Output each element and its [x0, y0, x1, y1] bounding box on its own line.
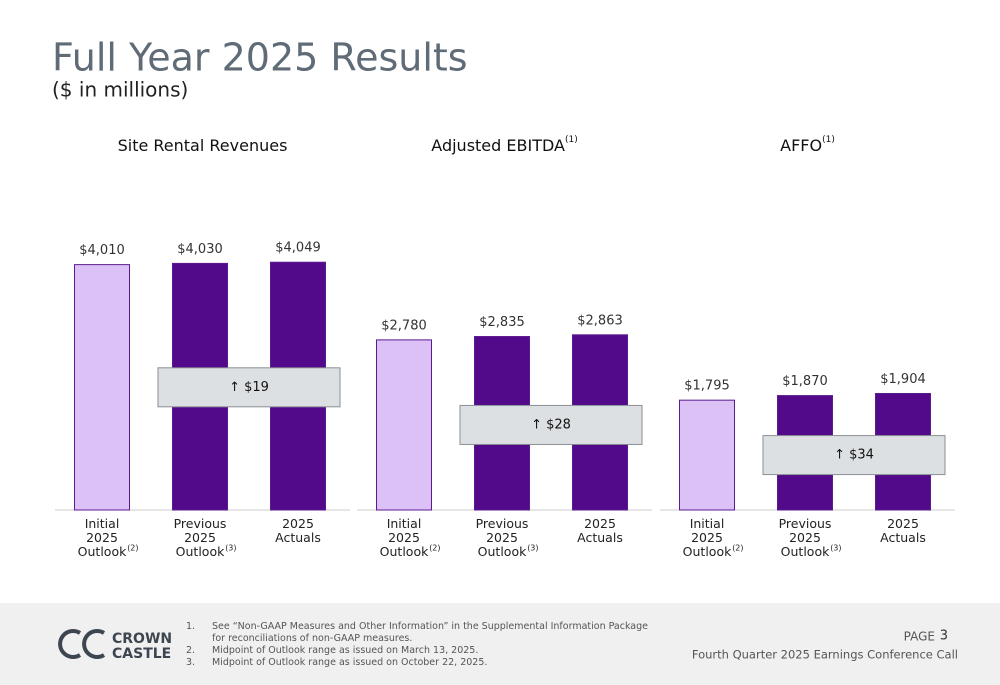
logo-icon [58, 629, 106, 659]
value-label: $2,780 [381, 318, 427, 333]
value-label: $4,010 [79, 243, 125, 258]
category-note: (2) [127, 544, 138, 553]
value-label: $1,870 [782, 374, 828, 389]
chart-title: AFFO(1) [780, 135, 835, 155]
change-box [762, 435, 946, 476]
logo-text: CASTLE [112, 646, 171, 662]
category-label: Previous 2025 Outlook [779, 516, 832, 559]
footnote-marker: 1. [186, 621, 196, 632]
footnote-marker: 3. [186, 657, 196, 668]
category-label: Initial 2025 Outlook [78, 516, 127, 559]
category-label: 2025 Actuals [880, 516, 926, 545]
chart-title-text: Site Rental Revenues [118, 136, 288, 155]
chart-title-text: AFFO [780, 136, 822, 155]
page-number: 3 [940, 629, 948, 644]
chart-title: Adjusted EBITDA(1) [431, 135, 577, 155]
change-label: ↑ $19 [229, 380, 269, 395]
slide-title: Full Year 2025 Results [52, 36, 468, 80]
footnote: 1. See “Non-GAAP Measures and Other Infor… [186, 621, 656, 645]
change-box [459, 404, 643, 445]
value-label: $4,049 [275, 241, 321, 256]
change-label: ↑ $28 [531, 417, 571, 432]
category-note: (2) [732, 544, 743, 553]
logo-text: CROWN [112, 631, 172, 647]
category-note: (3) [527, 544, 538, 553]
bar [376, 339, 432, 511]
slide-subtitle: ($ in millions) [52, 78, 188, 102]
event-name: Fourth Quarter 2025 Earnings Conference … [692, 648, 958, 662]
chart-title: Site Rental Revenues [118, 136, 288, 155]
category-note: (3) [830, 544, 841, 553]
value-label: $2,863 [577, 313, 623, 328]
value-label: $1,795 [684, 379, 730, 394]
footnotes: 1. See “Non-GAAP Measures and Other Infor… [186, 621, 656, 669]
value-label: $2,835 [479, 315, 525, 330]
change-label: ↑ $34 [834, 448, 874, 463]
footnote-marker: 2. [186, 645, 196, 656]
category-label: Initial 2025 Outlook [683, 516, 732, 559]
footnote-text: See “Non-GAAP Measures and Other Informa… [212, 621, 648, 644]
value-label: $1,904 [880, 372, 926, 387]
category-note: (2) [429, 544, 440, 553]
category-label: 2025 Actuals [275, 516, 321, 545]
chart-title-note: (1) [565, 135, 578, 145]
footnote: 3. Midpoint of Outlook range as issued on… [186, 657, 656, 669]
category-label: Previous 2025 Outlook [476, 516, 529, 559]
bar [74, 264, 130, 511]
category-label: 2025 Actuals [577, 516, 623, 545]
footnote-text: Midpoint of Outlook range as issued on O… [212, 657, 488, 668]
footnote: 2. Midpoint of Outlook range as issued on… [186, 645, 656, 657]
footnote-text: Midpoint of Outlook range as issued on M… [212, 645, 479, 656]
page-label: PAGE [904, 630, 935, 644]
chart-title-note: (1) [822, 135, 835, 145]
value-label: $4,030 [177, 242, 223, 257]
bar [679, 399, 735, 511]
change-box [157, 367, 341, 408]
footer-band [0, 603, 1000, 685]
category-label: Initial 2025 Outlook [380, 516, 429, 559]
category-note: (3) [225, 544, 236, 553]
category-label: Previous 2025 Outlook [174, 516, 227, 559]
chart-title-text: Adjusted EBITDA [431, 136, 565, 155]
